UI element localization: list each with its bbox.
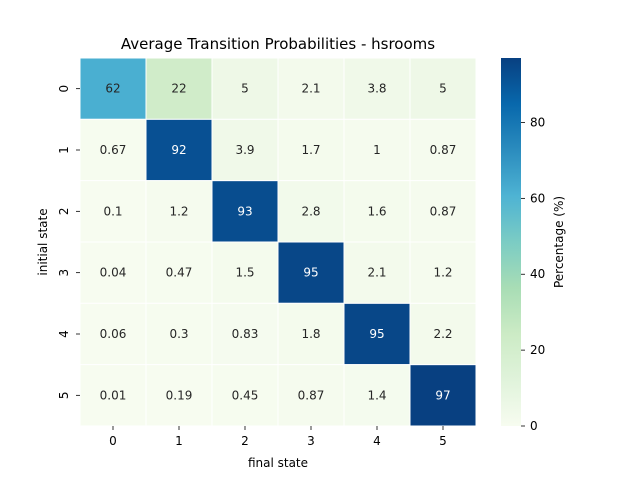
- x-tick-label: 2: [241, 434, 249, 448]
- x-tick-label: 0: [109, 434, 117, 448]
- cell-value-label: 0.04: [100, 266, 127, 280]
- y-tick-label: 5: [57, 392, 71, 400]
- cell-value-label: 1.6: [367, 204, 386, 218]
- y-tick-label: 1: [57, 146, 71, 154]
- heatmap-cell: [211, 57, 279, 120]
- y-tick-label: 3: [57, 269, 71, 277]
- cell-value-label: 0.3: [169, 327, 188, 341]
- colorbar-label: Percentage (%): [552, 196, 566, 288]
- cell-value-label: 5: [241, 82, 249, 96]
- heatmap-cell: [277, 241, 345, 304]
- cell-value-label: 2.1: [367, 266, 386, 280]
- heatmap-cell: [79, 241, 147, 304]
- y-tick-label: 0: [57, 85, 71, 93]
- heatmap-cell: [145, 241, 213, 304]
- colorbar-tick-label: 60: [530, 191, 545, 205]
- x-tick-label: 3: [307, 434, 315, 448]
- heatmap-cell: [211, 241, 279, 304]
- heatmap-cell: [409, 364, 477, 427]
- y-tick-label: 2: [57, 208, 71, 216]
- heatmap-cell: [409, 241, 477, 304]
- heatmap-cell: [145, 180, 213, 243]
- cell-value-label: 0.01: [100, 388, 127, 402]
- cell-value-label: 1.2: [433, 266, 452, 280]
- y-axis-label: initial state: [36, 208, 50, 275]
- heatmap-cells: 62 22 5 2.1 3.8 5 0.67 92 3.9 1.7 1 0.87 0.1 1.2 93 2.8…: [79, 57, 477, 427]
- heatmap-cell: [343, 241, 411, 304]
- heatmap-cell: [211, 302, 279, 366]
- cell-value-label: 92: [171, 143, 186, 157]
- cell-value-label: 2.1: [301, 82, 320, 96]
- cell-value-label: 1.5: [235, 266, 254, 280]
- cell-value-label: 97: [435, 388, 450, 402]
- cell-value-label: 1.2: [169, 204, 188, 218]
- cell-value-label: 0.83: [232, 327, 259, 341]
- cell-value-label: 0.19: [166, 388, 193, 402]
- cell-value-label: 3.9: [235, 143, 254, 157]
- heatmap-cell: [277, 180, 345, 243]
- colorbar-tick-label: 20: [530, 343, 545, 357]
- heatmap-cell: [145, 57, 213, 120]
- cell-value-label: 1.4: [367, 388, 386, 402]
- cell-value-label: 0.87: [430, 143, 457, 157]
- x-axis-ticks: 0 1 2 3 4 5: [109, 426, 447, 448]
- cell-value-label: 1.8: [301, 327, 320, 341]
- y-axis-ticks: 0 1 2 3 4 5: [57, 85, 80, 399]
- cell-value-label: 95: [303, 266, 318, 280]
- cell-value-label: 0.47: [166, 266, 193, 280]
- heatmap-cell: [79, 364, 147, 427]
- colorbar-tick-label: 80: [530, 115, 545, 129]
- colorbar-ticks: 0 20 40 60 80: [521, 115, 545, 433]
- cell-value-label: 1.7: [301, 143, 320, 157]
- heatmap-cell: [409, 302, 477, 366]
- cell-value-label: 93: [237, 204, 252, 218]
- cell-value-label: 0.45: [232, 388, 259, 402]
- cell-value-label: 0.87: [298, 388, 325, 402]
- y-tick-label: 4: [57, 330, 71, 338]
- heatmap-cell: [277, 57, 345, 120]
- x-tick-label: 4: [373, 434, 381, 448]
- cell-value-label: 2.8: [301, 204, 320, 218]
- heatmap-cell: [409, 57, 477, 120]
- cell-value-label: 0.1: [103, 204, 122, 218]
- heatmap-cell: [79, 57, 147, 120]
- heatmap-cell: [343, 180, 411, 243]
- colorbar-tick-label: 0: [530, 419, 538, 433]
- cell-value-label: 22: [171, 82, 186, 96]
- cell-value-label: 5: [439, 82, 447, 96]
- cell-value-label: 2.2: [433, 327, 452, 341]
- heatmap-cell: [145, 118, 213, 182]
- cell-value-label: 0.06: [100, 327, 127, 341]
- cell-value-label: 62: [105, 82, 120, 96]
- heatmap-cell: [277, 118, 345, 182]
- heatmap-cell: [409, 180, 477, 243]
- colorbar-tick-label: 40: [530, 267, 545, 281]
- x-tick-label: 1: [175, 434, 183, 448]
- chart-title: Average Transition Probabilities - hsroo…: [121, 35, 435, 53]
- cell-value-label: 3.8: [367, 82, 386, 96]
- cell-value-label: 0.67: [100, 143, 127, 157]
- cell-value-label: 95: [369, 327, 384, 341]
- cell-value-label: 1: [373, 143, 381, 157]
- colorbar: [501, 58, 521, 426]
- heatmap-cell: [277, 302, 345, 366]
- x-axis-label: final state: [248, 456, 308, 470]
- cell-value-label: 0.87: [430, 204, 457, 218]
- heatmap-cell: [343, 302, 411, 366]
- x-tick-label: 5: [439, 434, 447, 448]
- heatmap-cell: [409, 118, 477, 182]
- heatmap-cell: [79, 302, 147, 366]
